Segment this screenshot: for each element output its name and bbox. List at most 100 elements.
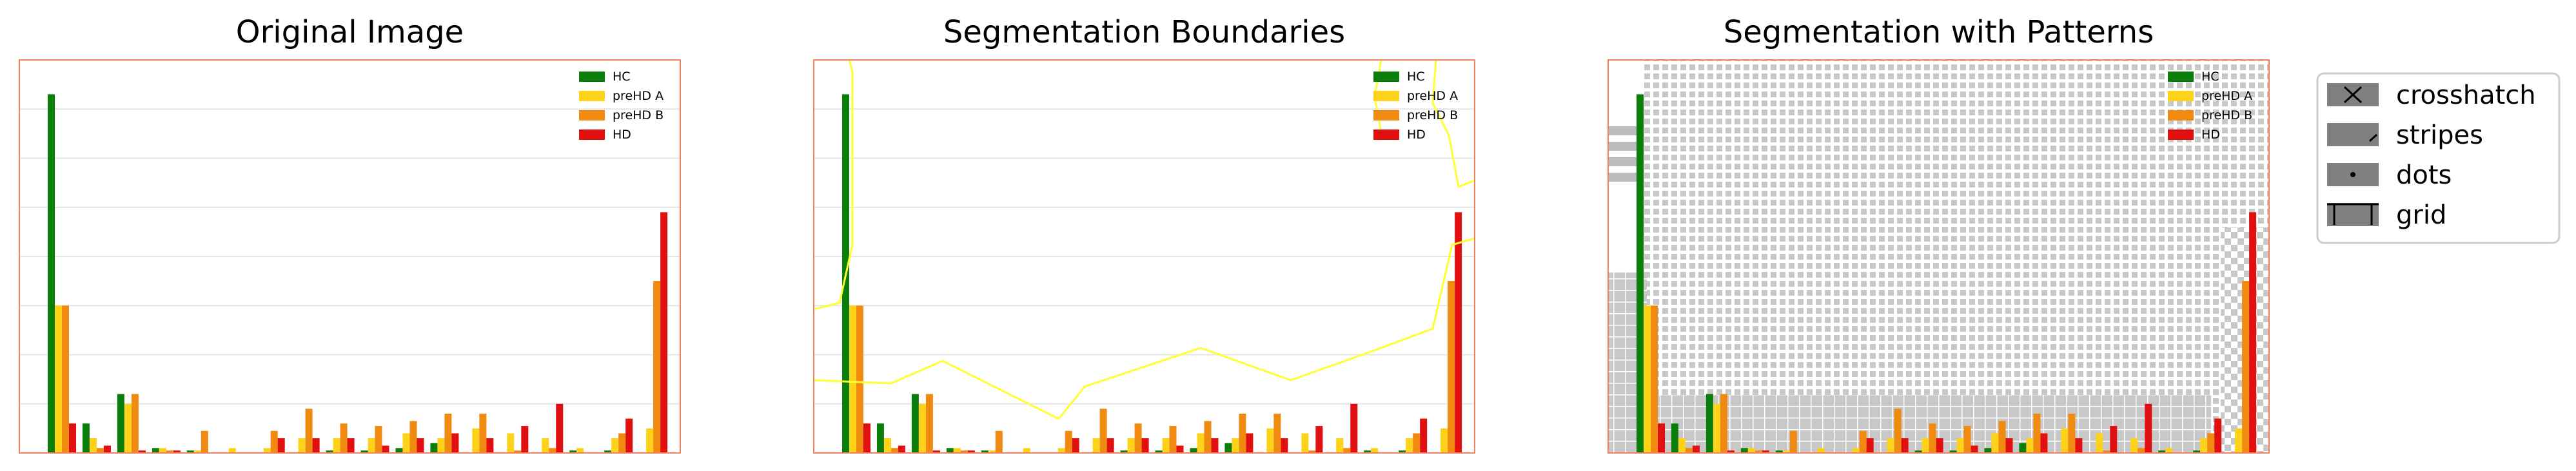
legend-label: preHD B: [613, 108, 664, 122]
legend-label: HC: [2201, 70, 2219, 84]
axes-frame: [1608, 59, 2270, 454]
bar-prehd-b-12: [1273, 414, 1281, 453]
plot-area: [814, 60, 1475, 453]
bar-prehd-a-10: [1197, 433, 1204, 453]
dots-icon: [2327, 163, 2379, 186]
bar-hc-3: [152, 448, 159, 453]
bar-hd-17: [1455, 212, 1462, 453]
bar-hd-0: [69, 423, 76, 453]
bar-hc-15: [2158, 450, 2166, 453]
pattern-legend-box: [2316, 72, 2561, 244]
bar-prehd-b-6: [1065, 430, 1072, 453]
bar-hc-3: [1740, 448, 1748, 453]
panel-segmentation-patterns: Segmentation with Patterns HC preHD A preHD…: [1608, 14, 2270, 454]
bar-hc-11: [430, 443, 438, 453]
bar-prehd-a-1: [883, 438, 891, 453]
boundary-line: [813, 237, 1475, 420]
bar-prehd-a-17: [646, 428, 654, 453]
bar-hc-8: [1120, 450, 1128, 453]
bar-prehd-a-6: [1852, 448, 1860, 453]
bar-prehd-a-13: [507, 433, 515, 453]
bar-prehd-b-1: [1685, 448, 1693, 453]
legend-label: preHD A: [1407, 89, 1458, 103]
bar-prehd-b-8: [1134, 423, 1142, 453]
bar-hd-1: [898, 445, 905, 453]
bar-prehd-a-9: [368, 438, 375, 453]
bar-prehd-b-12: [2068, 414, 2076, 453]
bar-hd-9: [382, 445, 389, 453]
pattern-legend-label: stripes: [2396, 120, 2483, 150]
bar-prehd-b-10: [1998, 421, 2006, 453]
bar-hd-16: [2214, 418, 2222, 453]
bar-prehd-a-9: [1162, 438, 1170, 453]
bar-prehd-a-5: [1023, 448, 1030, 453]
legend-swatch: [2168, 91, 2194, 101]
bar-hd-3: [967, 450, 975, 453]
bar-prehd-a-0: [55, 305, 62, 453]
bar-prehd-a-13: [1301, 433, 1309, 453]
bar-hc-1: [82, 423, 90, 453]
bar-prehd-b-2: [1720, 394, 1727, 453]
pattern-legend: crosshatch stripes dots grid: [2316, 72, 2561, 244]
bar-prehd-a-15: [1371, 448, 1379, 453]
bar-hc-3: [946, 448, 954, 453]
plot-area: [19, 60, 680, 453]
bar-prehd-b-13: [2103, 450, 2110, 453]
bar-prehd-a-2: [918, 403, 926, 453]
bar-prehd-b-13: [514, 450, 522, 453]
series-legend: HC preHD A preHD B HD: [1373, 70, 1458, 142]
crosshatch-icon: [2327, 83, 2379, 106]
legend-label: preHD B: [1407, 108, 1458, 122]
bar-prehd-a-5: [228, 448, 236, 453]
bar-hc-10: [395, 448, 403, 453]
bar-hd-10: [1211, 438, 1219, 453]
bar-prehd-a-2: [1713, 403, 1720, 453]
panel-original-image: Original Image HC preHD A preHD B HD: [19, 14, 681, 454]
chart-title: Segmentation Boundaries: [943, 14, 1345, 50]
bar-prehd-a-6: [263, 448, 271, 453]
series-legend: HC preHD A preHD B HD: [2168, 70, 2252, 142]
bar-prehd-b-10: [409, 421, 417, 453]
bar-prehd-a-16: [1406, 438, 1413, 453]
legend-swatch: [1373, 130, 1399, 140]
bar-hd-12: [2075, 438, 2083, 453]
bar-hd-3: [173, 450, 181, 453]
bar-hc-2: [911, 394, 919, 453]
bar-hc-16: [2193, 450, 2201, 453]
bar-prehd-a-1: [1678, 438, 1686, 453]
bar-hc-8: [1914, 450, 1922, 453]
bar-prehd-b-13: [1308, 450, 1316, 453]
bar-prehd-b-17: [1448, 281, 1455, 453]
legend-swatch: [2168, 110, 2194, 120]
bar-hc-9: [360, 450, 368, 453]
bars: [48, 94, 668, 453]
bar-prehd-a-1: [89, 438, 97, 453]
bar-prehd-b-1: [96, 448, 104, 453]
bar-prehd-a-11: [2026, 438, 2034, 453]
axes-frame: [19, 59, 681, 454]
boundary-line: [813, 59, 854, 311]
bar-prehd-b-3: [1755, 450, 1762, 453]
grid-icon: [2327, 203, 2379, 226]
bar-prehd-a-4: [988, 450, 996, 453]
bar-hd-13: [2110, 426, 2118, 453]
bar-hd-9: [1971, 445, 1978, 453]
bar-prehd-b-7: [1894, 409, 1902, 453]
bar-hd-16: [625, 418, 633, 453]
bar-hd-7: [312, 438, 320, 453]
boundary-line: [1431, 59, 1475, 189]
bar-prehd-a-14: [542, 438, 549, 453]
bar-prehd-b-14: [2138, 448, 2145, 453]
axes-frame: [813, 59, 1475, 454]
bar-hc-2: [1706, 394, 1713, 453]
bars: [1637, 94, 2257, 453]
bar-prehd-a-14: [2130, 438, 2138, 453]
chart-title: Original Image: [236, 14, 464, 50]
bar-hd-7: [1901, 438, 1909, 453]
bar-prehd-b-7: [305, 409, 313, 453]
bar-hc-2: [117, 394, 124, 453]
bar-prehd-a-5: [1817, 448, 1825, 453]
bar-hd-1: [1692, 445, 1700, 453]
bar-hd-1: [103, 445, 111, 453]
pattern-legend-label: dots: [2396, 160, 2452, 190]
